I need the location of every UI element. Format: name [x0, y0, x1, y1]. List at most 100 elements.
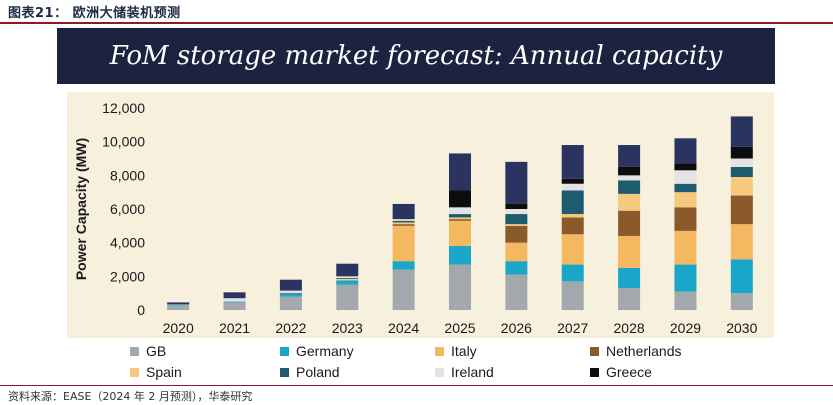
- legend-swatch: [590, 367, 599, 377]
- bar-segment-other-2025: [449, 153, 471, 191]
- bar-segment-germany-2029: [674, 264, 697, 292]
- legend-label: Poland: [296, 364, 340, 380]
- bar-segment-netherlands-2024: [392, 224, 415, 226]
- legend-item-ireland: Ireland: [435, 364, 494, 380]
- bar-segment-ireland-2026: [505, 209, 528, 215]
- bar-segment-gb-2029: [674, 291, 697, 310]
- y-tick-label: 0: [137, 302, 145, 318]
- bar-segment-ireland-2029: [674, 170, 697, 184]
- legend-label: Germany: [296, 343, 354, 359]
- legend-swatch: [435, 346, 444, 356]
- bar-segment-spain-2024: [392, 222, 415, 225]
- bar-segment-italy-2023: [336, 279, 359, 281]
- bar-segment-other-2026: [505, 161, 528, 204]
- bar-segment-ireland-2030: [730, 158, 753, 167]
- bar-segment-poland-2022: [279, 293, 302, 295]
- legend-item-netherlands: Netherlands: [590, 343, 682, 359]
- bar-segment-greece-2030: [730, 146, 753, 159]
- bar-segment-spain-2030: [730, 177, 753, 196]
- bar-segment-other-2021: [223, 292, 246, 299]
- bar-segment-ireland-2023: [336, 276, 359, 279]
- bar-segment-gb-2020: [167, 304, 190, 310]
- y-tick-label: 4,000: [110, 235, 145, 251]
- legend-swatch: [435, 367, 444, 377]
- bar-segment-gb-2026: [505, 274, 528, 310]
- x-tick-label: 2022: [275, 320, 306, 336]
- bar-segment-greece-2024: [392, 218, 415, 220]
- source-divider: [0, 385, 833, 386]
- bar-segment-greece-2026: [505, 203, 528, 209]
- bar-segment-ireland-2024: [392, 219, 415, 221]
- bar-segment-gb-2021: [223, 302, 246, 310]
- bar-segment-poland-2023: [336, 278, 359, 279]
- bar-segment-poland-2028: [618, 180, 641, 194]
- y-tick-label: 10,000: [102, 134, 145, 150]
- bar-segment-italy-2024: [392, 225, 415, 262]
- legend-swatch: [130, 346, 139, 356]
- bar-segment-gb-2024: [392, 269, 415, 310]
- legend-swatch: [590, 346, 599, 356]
- bar-segment-germany-2021: [223, 301, 246, 303]
- bar-segment-greece-2025: [449, 190, 471, 208]
- bar-segment-italy-2029: [674, 230, 697, 265]
- legend-label: Italy: [451, 343, 477, 359]
- bar-segment-ireland-2025: [449, 207, 471, 215]
- bar-segment-gb-2027: [561, 281, 584, 310]
- bar-segment-greece-2028: [618, 166, 641, 176]
- bar-segment-spain-2023: [336, 278, 359, 280]
- legend-label: Netherlands: [606, 343, 682, 359]
- plot-background: [67, 92, 774, 338]
- x-tick-label: 2023: [332, 320, 363, 336]
- x-tick-label: 2030: [726, 320, 757, 336]
- bar-segment-germany-2020: [167, 304, 190, 305]
- legend-swatch: [280, 346, 289, 356]
- bar-segment-italy-2026: [505, 242, 528, 262]
- bar-segment-germany-2027: [561, 264, 584, 282]
- legend-item-germany: Germany: [280, 343, 354, 359]
- source-note: 资料来源：EASE（2024 年 2 月预测），华泰研究: [8, 390, 253, 403]
- bar-segment-netherlands-2029: [674, 207, 697, 231]
- bar-segment-other-2029: [674, 138, 697, 164]
- bar-segment-germany-2030: [730, 259, 753, 294]
- bar-segment-other-2024: [392, 203, 415, 219]
- legend-item-greece: Greece: [590, 364, 652, 380]
- bar-segment-ireland-2027: [561, 183, 584, 191]
- bar-segment-other-2028: [618, 145, 641, 167]
- bar-segment-italy-2028: [618, 235, 641, 268]
- bar-segment-spain-2027: [561, 214, 584, 218]
- bar-segment-greece-2027: [561, 178, 584, 184]
- bar-segment-other-2020: [167, 302, 190, 305]
- y-tick-label: 2,000: [110, 268, 145, 284]
- bar-segment-netherlands-2027: [561, 217, 584, 235]
- legend-item-spain: Spain: [130, 364, 182, 380]
- bar-segment-poland-2027: [561, 190, 584, 215]
- bar-segment-gb-2023: [336, 284, 359, 310]
- bar-segment-netherlands-2025: [449, 219, 471, 221]
- legend-swatch: [130, 367, 139, 377]
- caption-divider: [0, 22, 833, 24]
- bar-segment-germany-2028: [618, 267, 641, 289]
- bar-segment-germany-2023: [336, 280, 359, 285]
- bar-segment-ireland-2021: [223, 298, 246, 302]
- bar-segment-netherlands-2028: [618, 210, 641, 236]
- chart-legend: GB Germany Italy Netherlands Spain Poland Irel…: [130, 343, 770, 383]
- legend-label: Ireland: [451, 364, 494, 380]
- x-tick-label: 2028: [614, 320, 645, 336]
- bar-segment-germany-2025: [449, 246, 471, 265]
- bar-segment-spain-2028: [618, 193, 641, 211]
- bar-segment-spain-2025: [449, 217, 471, 220]
- bar-segment-germany-2026: [505, 261, 528, 275]
- legend-item-gb: GB: [130, 343, 166, 359]
- bar-segment-poland-2025: [449, 214, 471, 218]
- legend-label: Greece: [606, 364, 652, 380]
- bar-segment-poland-2029: [674, 183, 697, 193]
- chart-title: FoM storage market forecast: Annual capa…: [109, 41, 723, 71]
- bar-segment-spain-2026: [505, 224, 528, 226]
- legend-item-poland: Poland: [280, 364, 340, 380]
- bar-segment-ireland-2022: [279, 290, 302, 294]
- chart-title-band: FoM storage market forecast: Annual capa…: [57, 28, 775, 84]
- bar-segment-italy-2025: [449, 220, 471, 247]
- bar-segment-greece-2029: [674, 163, 697, 171]
- bar-segment-ireland-2028: [618, 175, 641, 181]
